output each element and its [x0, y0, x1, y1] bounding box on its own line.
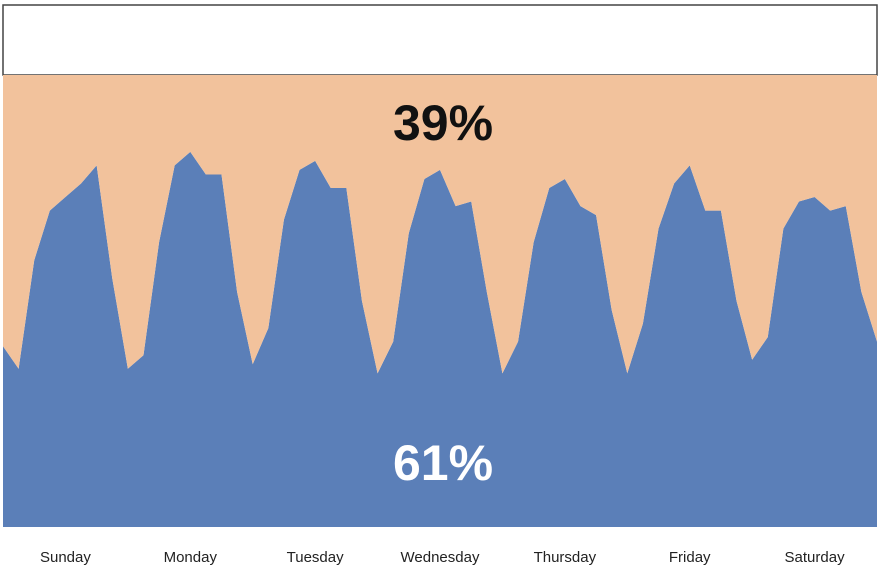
annotation: 39% [393, 95, 493, 151]
title-box [2, 4, 878, 76]
x-tick-label: Saturday [785, 549, 846, 566]
x-tick-label: Friday [669, 549, 711, 566]
area [3, 151, 877, 527]
area [3, 75, 877, 374]
x-tick-label: Thursday [534, 549, 597, 566]
x-tick-label: Sunday [40, 549, 91, 566]
annotation: 61% [393, 435, 493, 491]
x-tick-label: Tuesday [287, 549, 344, 566]
plot [3, 75, 877, 527]
x-tick-label: Wednesday [401, 549, 480, 566]
x-tick-label: Monday [164, 549, 218, 566]
